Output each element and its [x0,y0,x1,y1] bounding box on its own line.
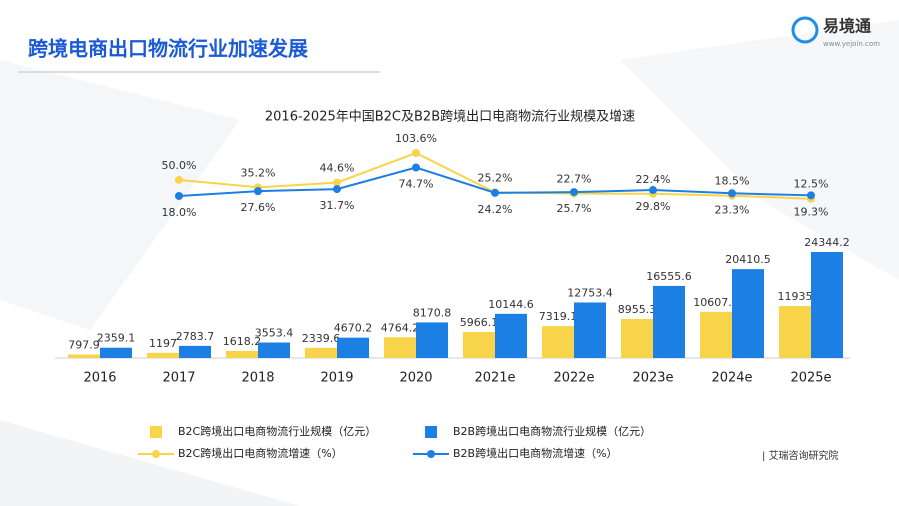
x-tick-label: 2018 [241,371,274,386]
line-label: 23.3% [715,203,750,216]
source-text: 艾瑞咨询研究院 [769,449,839,462]
source: | 艾瑞咨询研究院 [762,449,839,462]
line-label: 25.2% [478,171,513,184]
bar [68,354,100,358]
line-point [254,187,262,196]
bar-label: 10144.6 [488,298,534,311]
x-tick-label: 2020 [399,371,432,386]
bar-label: 5966.1 [460,316,499,329]
line-point [649,186,657,195]
bar-label: 11935 [778,290,813,303]
bar-label: 20410.5 [725,253,771,266]
line-label: 74.7% [399,178,434,191]
bar [732,269,764,358]
bar [621,319,653,358]
bar-label: 8170.8 [413,306,452,319]
legend-label: B2B跨境出口电商物流增速（%） [453,446,618,460]
x-tick-label: 2025e [790,371,831,386]
legend-label: B2C跨境出口电商物流增速（%） [178,446,343,460]
legend-swatch [425,426,437,438]
legend-swatch [152,450,160,458]
bar [779,306,811,358]
line-label: 50.0% [162,159,197,172]
bg-shape [0,60,240,330]
bar-label: 1618.2 [223,335,262,348]
line-label: 19.3% [794,205,829,218]
bar-label: 16555.6 [646,270,692,283]
bar [653,285,685,358]
bar [100,347,132,358]
bar-label: 4670.2 [334,322,373,335]
bar-label: 8955.3 [618,303,657,316]
line-label: 103.6% [395,132,437,145]
line-point [333,178,341,187]
bar-label: 797.9 [68,339,100,352]
logo-icon [791,16,819,44]
line-label: 27.6% [241,201,276,214]
bar [574,302,606,358]
bar-label: 2783.7 [176,330,215,343]
line-point [175,175,183,184]
line-point [570,188,578,197]
x-tick-label: 2023e [632,371,673,386]
bar [416,322,448,358]
legend-swatch [150,426,162,438]
bar-label: 24344.2 [804,236,850,249]
bar [258,342,290,358]
bar [495,313,527,358]
bg-shape [620,20,899,280]
chart-title: 2016-2025年中国B2C及B2B跨境出口电商物流行业规模及增速 [265,110,635,125]
bar [179,345,211,358]
line-label: 22.7% [557,173,592,186]
bar [226,350,258,358]
bar [542,326,574,358]
bar-label: 10607.8 [693,296,739,309]
line-point [175,191,183,200]
bar-label: 12753.4 [567,286,613,299]
bar-label: 7319.1 [539,310,578,323]
bar-label: 4764.2 [381,321,420,334]
x-tick-label: 2019 [320,371,353,386]
legend-label: B2C跨境出口电商物流行业规模（亿元） [178,424,376,438]
legend-swatch [427,450,435,458]
x-tick-label: 2022e [553,371,594,386]
line-label: 12.5% [794,178,829,191]
line-point [728,189,736,198]
line-label: 31.7% [320,199,355,212]
line-label: 29.8% [636,200,671,213]
line-point [412,163,420,172]
bar-label: 1197 [149,337,177,350]
bar [147,352,179,358]
line-label: 18.5% [715,175,750,188]
x-tick-label: 2017 [162,371,195,386]
bar [305,347,337,358]
bg-shape [0,420,300,506]
line-point [333,185,341,194]
bar-label: 2359.1 [97,332,136,345]
line-label: 25.7% [557,202,592,215]
logo-site: www.yejoin.com [823,40,880,48]
x-tick-label: 2024e [711,371,752,386]
bar [811,252,843,358]
bar [463,332,495,358]
line-point [412,149,420,157]
slide-title: 跨境电商出口物流行业加速发展 [28,37,308,61]
x-tick-label: 2021e [474,371,515,386]
x-tick-label: 2016 [83,371,116,386]
line-point [807,191,815,200]
bar [700,311,732,358]
bar-label: 3553.4 [255,327,294,340]
line-point [491,188,499,197]
line-label: 22.4% [636,173,671,186]
legend-label: B2B跨境出口电商物流行业规模（亿元） [453,424,651,438]
bar-label: 2339.6 [302,332,341,345]
line-label: 24.2% [478,203,513,216]
bar [337,337,369,358]
line-label: 18.0% [162,206,197,219]
line-label: 44.6% [320,162,355,175]
logo-text: 易境通 [823,17,871,36]
bar [384,337,416,358]
line-label: 35.2% [241,166,276,179]
